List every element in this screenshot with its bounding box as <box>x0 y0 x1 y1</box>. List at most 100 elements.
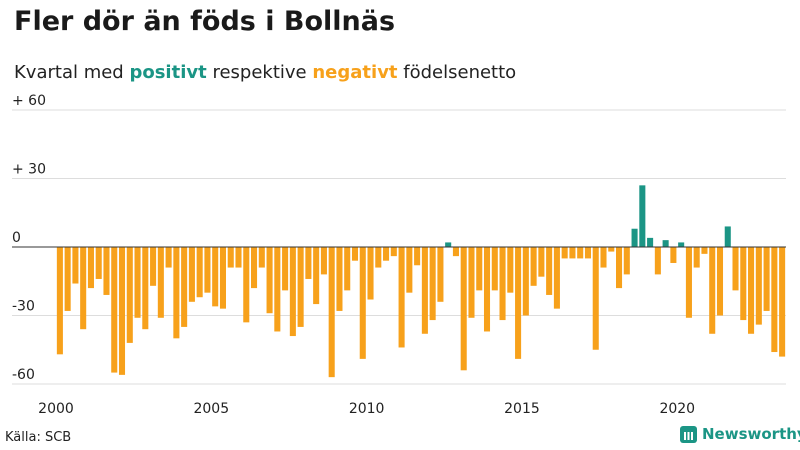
y-tick-label: + 30 <box>12 162 46 178</box>
bar <box>414 247 421 266</box>
x-tick-label: 2020 <box>659 401 695 417</box>
bar <box>390 247 397 257</box>
bar <box>522 247 529 316</box>
bar <box>375 247 382 268</box>
bar <box>538 247 545 277</box>
bar <box>235 247 242 268</box>
bar <box>64 247 71 311</box>
y-tick-label: 0 <box>12 230 21 246</box>
bar <box>592 247 599 350</box>
bar <box>654 247 661 275</box>
x-tick-label: 2005 <box>193 401 229 417</box>
bar <box>150 247 157 286</box>
bar <box>111 247 118 373</box>
bar <box>616 247 623 289</box>
bar <box>243 247 250 323</box>
subtitle-prefix: Kvartal med <box>14 62 124 83</box>
bar <box>647 237 654 247</box>
bar <box>118 247 126 375</box>
bar <box>584 247 591 259</box>
bar <box>515 247 522 359</box>
bar <box>56 247 63 355</box>
axis-layer: + 60 + 30 0 -30 -60 2000 2005 2010 2015 2020 <box>12 93 786 417</box>
bar <box>771 247 778 353</box>
bar <box>678 242 685 247</box>
bar <box>740 247 747 321</box>
bar <box>266 247 273 314</box>
bar <box>87 247 94 289</box>
bar <box>724 226 731 247</box>
bar <box>103 247 110 295</box>
bar <box>344 247 351 291</box>
bar <box>134 247 141 318</box>
bar <box>282 247 289 291</box>
bar <box>685 247 692 318</box>
bar <box>173 247 180 339</box>
bar <box>491 247 498 291</box>
bar <box>530 247 537 286</box>
bar <box>468 247 475 318</box>
bar-chart-logo-icon <box>680 425 697 443</box>
bar <box>367 247 374 300</box>
bar <box>709 247 716 334</box>
bar <box>72 247 79 284</box>
y-tick-label: -30 <box>12 299 35 315</box>
x-tick-label: 2010 <box>349 401 385 417</box>
bar <box>732 247 739 291</box>
bar <box>755 247 762 325</box>
bar <box>204 247 211 293</box>
bar <box>499 247 506 321</box>
bar <box>227 247 234 268</box>
bar <box>701 247 708 254</box>
bar <box>748 247 755 334</box>
bar <box>476 247 483 291</box>
bar <box>623 247 630 275</box>
chart-title: Fler dör än föds i Bollnäs <box>14 6 396 37</box>
bar <box>561 247 568 259</box>
bar <box>188 247 195 302</box>
bar <box>445 242 452 247</box>
subtitle-middle: respektive <box>212 62 307 83</box>
brand-name: Newsworthy <box>702 425 800 443</box>
bar <box>196 247 203 298</box>
subtitle-suffix: födelsenetto <box>403 62 517 83</box>
source-note: Källa: SCB <box>5 430 72 445</box>
subtitle-negative-label: negativt <box>312 62 398 83</box>
bar <box>779 247 786 357</box>
bar <box>569 247 576 259</box>
bar <box>219 247 226 309</box>
bar <box>181 247 188 327</box>
bars-layer <box>56 185 786 378</box>
bar <box>452 247 459 257</box>
bar <box>289 247 296 337</box>
bar <box>258 247 265 268</box>
chart-subtitle: Kvartal med positivt respektive negativt… <box>14 62 516 83</box>
bar <box>693 247 700 268</box>
bar <box>212 247 219 307</box>
bar <box>421 247 428 334</box>
bar <box>251 247 258 289</box>
bar <box>608 247 615 252</box>
bar <box>763 247 770 311</box>
bar <box>313 247 320 305</box>
bar <box>320 247 327 275</box>
bar <box>429 247 436 321</box>
bar <box>546 247 553 295</box>
bar <box>716 247 724 316</box>
bar <box>328 247 335 378</box>
y-tick-label: -60 <box>12 367 35 383</box>
bar <box>165 247 172 268</box>
bar <box>126 247 133 343</box>
bar <box>274 247 281 332</box>
bar <box>507 247 514 293</box>
x-tick-label: 2000 <box>38 401 74 417</box>
bar <box>600 247 607 268</box>
bar <box>553 247 560 309</box>
bar <box>406 247 413 293</box>
bar <box>297 247 304 327</box>
bar <box>359 247 366 359</box>
bar <box>398 247 405 348</box>
bar <box>157 247 164 318</box>
bar <box>336 247 343 311</box>
